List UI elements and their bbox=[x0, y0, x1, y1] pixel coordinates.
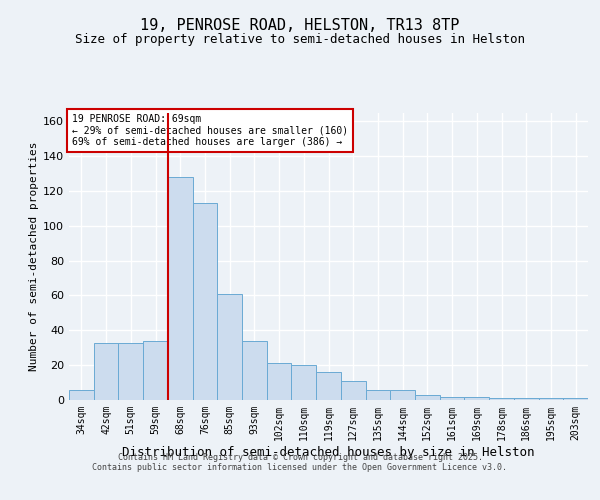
Bar bbox=[539, 398, 563, 400]
Text: 19 PENROSE ROAD: 69sqm
← 29% of semi-detached houses are smaller (160)
69% of se: 19 PENROSE ROAD: 69sqm ← 29% of semi-det… bbox=[71, 114, 348, 147]
Bar bbox=[365, 390, 390, 400]
X-axis label: Distribution of semi-detached houses by size in Helston: Distribution of semi-detached houses by … bbox=[122, 446, 535, 458]
Bar bbox=[440, 396, 464, 400]
Bar bbox=[242, 341, 267, 400]
Bar bbox=[69, 390, 94, 400]
Bar bbox=[464, 396, 489, 400]
Bar bbox=[415, 395, 440, 400]
Bar bbox=[193, 203, 217, 400]
Text: Contains HM Land Registry data © Crown copyright and database right 2025.: Contains HM Land Registry data © Crown c… bbox=[118, 454, 482, 462]
Bar bbox=[563, 398, 588, 400]
Bar bbox=[94, 342, 118, 400]
Bar bbox=[267, 364, 292, 400]
Text: Size of property relative to semi-detached houses in Helston: Size of property relative to semi-detach… bbox=[75, 32, 525, 46]
Bar bbox=[118, 342, 143, 400]
Text: 19, PENROSE ROAD, HELSTON, TR13 8TP: 19, PENROSE ROAD, HELSTON, TR13 8TP bbox=[140, 18, 460, 32]
Text: Contains public sector information licensed under the Open Government Licence v3: Contains public sector information licen… bbox=[92, 464, 508, 472]
Bar bbox=[489, 398, 514, 400]
Bar bbox=[514, 398, 539, 400]
Bar bbox=[168, 177, 193, 400]
Bar bbox=[316, 372, 341, 400]
Bar bbox=[292, 365, 316, 400]
Bar bbox=[143, 341, 168, 400]
Bar bbox=[341, 381, 365, 400]
Y-axis label: Number of semi-detached properties: Number of semi-detached properties bbox=[29, 142, 39, 371]
Bar bbox=[217, 294, 242, 400]
Bar bbox=[390, 390, 415, 400]
